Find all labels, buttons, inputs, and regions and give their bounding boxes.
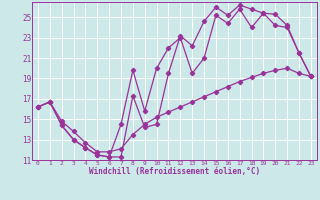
X-axis label: Windchill (Refroidissement éolien,°C): Windchill (Refroidissement éolien,°C) (89, 167, 260, 176)
